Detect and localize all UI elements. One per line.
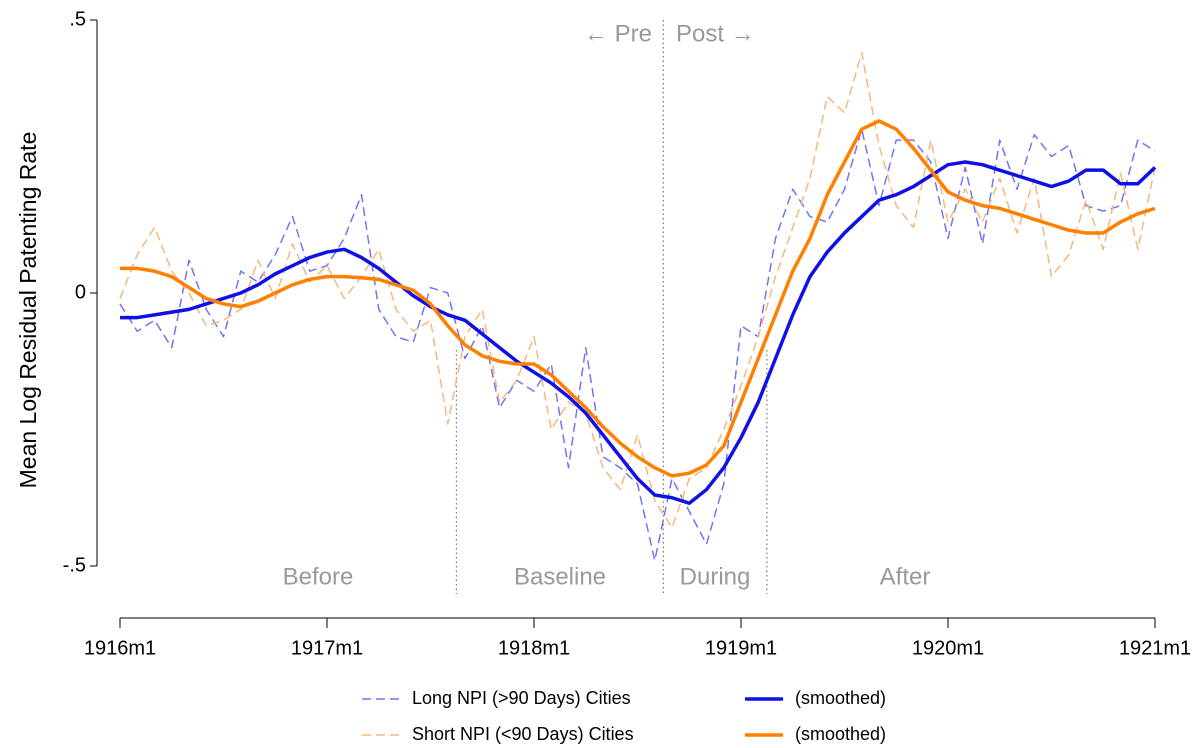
raw-line: [119, 128, 1156, 562]
period-label: During: [680, 563, 751, 590]
x-tick-label: 1918m1: [498, 637, 570, 659]
smoothed-line: [120, 160, 1157, 505]
period-label: Before: [283, 563, 354, 590]
y-axis-label: Mean Log Residual Patenting Rate: [15, 132, 41, 489]
x-tick-label: 1921m1: [1119, 637, 1191, 659]
pre-label: ← Pre: [584, 20, 652, 47]
x-tick-label: 1917m1: [291, 637, 363, 659]
legend-label: (smoothed): [795, 688, 886, 708]
x-tick-label: 1920m1: [912, 637, 984, 659]
post-label: Post →: [676, 20, 755, 47]
y-tick-label: -.5: [63, 554, 86, 576]
period-label: After: [880, 563, 931, 590]
y-tick-label: .5: [69, 8, 86, 30]
smoothed-line: [120, 119, 1156, 478]
period-label: Baseline: [514, 563, 606, 590]
legend-label: Short NPI (<90 Days) Cities: [412, 724, 634, 744]
legend-label: Long NPI (>90 Days) Cities: [412, 688, 631, 708]
x-tick-label: 1919m1: [705, 637, 777, 659]
raw-line: [119, 52, 1156, 529]
y-tick-label: 0: [75, 281, 86, 303]
x-tick-label: 1916m1: [84, 637, 156, 659]
legend-label: (smoothed): [795, 724, 886, 744]
